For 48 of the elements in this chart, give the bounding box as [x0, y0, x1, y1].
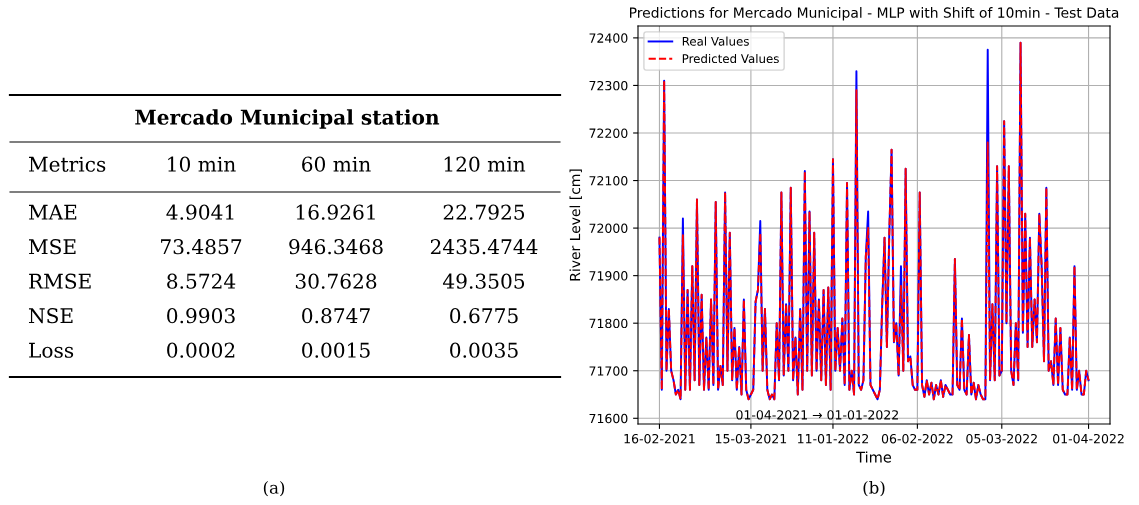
y-tick-label: 72000: [589, 223, 628, 234]
chart-title: Predictions for Mercado Municipal - MLP with Shift of 10min - Test Data: [630, 7, 1119, 21]
x-tick-label: 15-03-2021: [715, 433, 787, 444]
text: 30.7628: [295, 273, 377, 289]
y-tick-label: 71800: [589, 318, 628, 329]
text: 22.7925: [443, 204, 525, 220]
y-tick-label: 72300: [589, 80, 628, 91]
text: (a): [263, 480, 285, 497]
text: 946.3468: [289, 239, 383, 255]
legend-label: Real Values: [682, 36, 749, 46]
x-axis-title: Time: [856, 451, 892, 463]
x-tick-label: 11-01-2022: [798, 433, 869, 444]
text: 0.9903: [167, 308, 235, 324]
y-axis-title: River Level [cm]: [569, 169, 582, 281]
text: 49.3505: [442, 273, 525, 289]
category-label: Loss: [29, 342, 74, 358]
text: 73.4857: [161, 239, 242, 255]
text: 0.0015: [302, 342, 370, 358]
text: Mercado Municipal station: [135, 109, 440, 129]
x-tick-label: 01-04-2022: [1053, 433, 1124, 444]
category-label: 120 min: [444, 156, 526, 172]
text: 2435.4744: [430, 239, 538, 255]
category-label: Metrics: [29, 156, 106, 172]
legend-label: Predicted Values: [682, 53, 779, 64]
annotation: 01-04-2021 → 01-01-2022: [736, 410, 898, 420]
y-tick-label: 72200: [589, 128, 628, 138]
text: 0.0035: [450, 342, 518, 358]
category-label: 60 min: [302, 156, 371, 172]
y-tick-label: 72400: [589, 33, 628, 43]
text: (b): [863, 480, 885, 497]
category-label: NSE: [28, 308, 73, 324]
y-tick-label: 71900: [589, 271, 628, 281]
x-tick-label: 16-02-2021: [624, 433, 695, 444]
category-label: RMSE: [29, 273, 91, 289]
y-tick-label: 71700: [589, 366, 628, 376]
y-tick-label: 72100: [589, 176, 628, 186]
category-label: MSE: [29, 239, 76, 255]
y-tick-label: 71600: [589, 413, 628, 424]
text: 0.6775: [450, 308, 518, 324]
text: 8.5724: [167, 273, 236, 289]
text: 4.9041: [166, 204, 234, 220]
x-tick-label: 06-02-2022: [881, 433, 953, 444]
text: 0.0002: [167, 342, 235, 358]
x-tick-label: 05-03-2022: [966, 433, 1037, 444]
text: 16.9261: [296, 204, 375, 220]
category-label: MAE: [29, 204, 77, 220]
text: 0.8747: [302, 308, 370, 324]
category-label: 10 min: [168, 156, 236, 172]
